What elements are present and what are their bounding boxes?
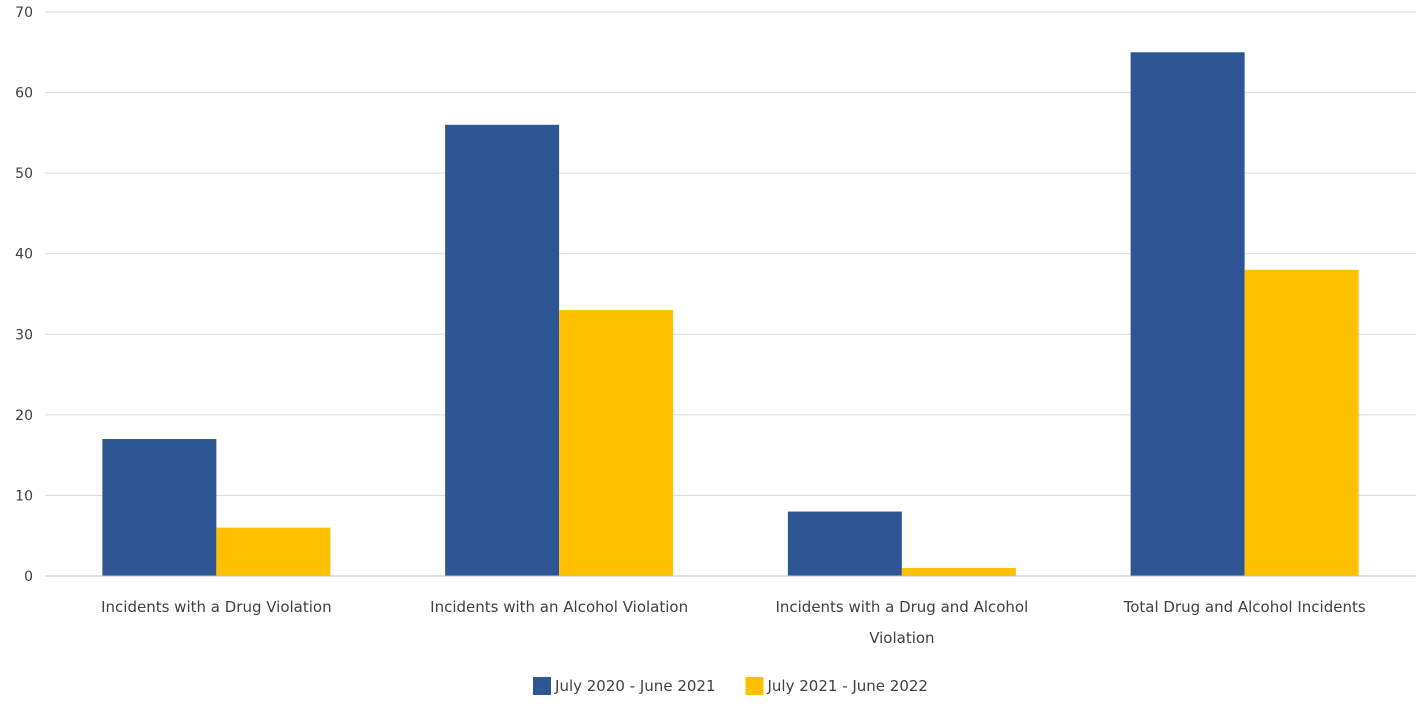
legend-label: July 2021 - June 2022 <box>767 677 928 695</box>
bar <box>445 124 560 577</box>
bar <box>216 527 331 576</box>
x-axis-category-labels: Incidents with a Drug Violation Incidents… <box>101 598 1366 647</box>
bars <box>102 52 1359 577</box>
legend-item: July 2021 - June 2022 <box>745 677 928 695</box>
y-tick-label: 30 <box>15 327 33 343</box>
y-axis-tick-labels: 0 10 20 30 40 50 60 70 <box>15 5 33 585</box>
y-tick-label: 20 <box>15 408 33 424</box>
legend-item: July 2020 - June 2021 <box>533 677 716 695</box>
bar <box>901 567 1016 576</box>
y-tick-label: 10 <box>15 488 33 504</box>
legend: July 2020 - June 2021 July 2021 - June 20… <box>533 677 928 695</box>
y-tick-label: 50 <box>15 166 33 182</box>
x-category-label: Incidents with a Drug Violation <box>101 598 332 616</box>
y-tick-label: 60 <box>15 86 33 102</box>
x-category-label: Incidents with a Drug and Alcohol <box>775 598 1028 616</box>
y-tick-label: 40 <box>15 247 33 263</box>
bar <box>559 310 674 576</box>
bar <box>102 439 217 576</box>
x-category-label: Violation <box>869 629 934 647</box>
y-tick-label: 70 <box>15 5 33 21</box>
legend-swatch <box>533 677 552 695</box>
x-category-label: Total Drug and Alcohol Incidents <box>1123 598 1366 616</box>
x-category-label: Incidents with an Alcohol Violation <box>430 598 688 616</box>
bar <box>1244 269 1359 576</box>
bar <box>1130 52 1245 577</box>
bar <box>787 511 902 576</box>
legend-swatch <box>745 677 764 695</box>
legend-label: July 2020 - June 2021 <box>554 677 715 695</box>
gridlines <box>45 11 1416 496</box>
y-tick-label: 0 <box>24 569 33 585</box>
